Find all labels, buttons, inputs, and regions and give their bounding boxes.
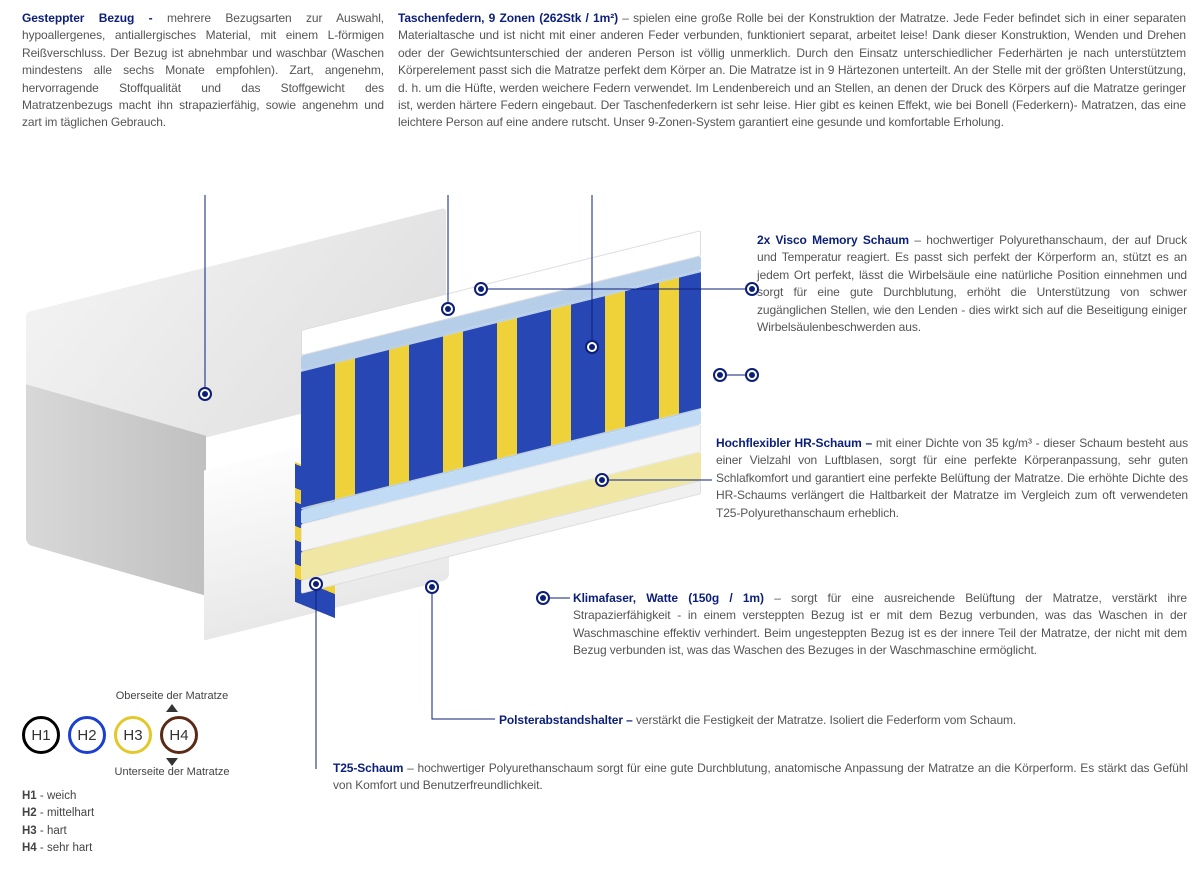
- hr-text: Hochflexibler HR-Schaum – mit einer Dich…: [716, 435, 1188, 522]
- legend-list: H1 - weich H2 - mittelhart H3 - hart H4 …: [22, 788, 322, 857]
- cover-text: Gesteppter Bezug - mehrere Bezugsarten z…: [22, 10, 384, 132]
- visco-title: 2x Visco Memory Schaum: [757, 233, 914, 247]
- marker-visco-line-end: [745, 282, 759, 296]
- t25-title: T25-Schaum: [333, 761, 407, 775]
- marker-klima: [536, 591, 550, 605]
- springs-text: Taschenfedern, 9 Zonen (262Stk / 1m²) – …: [398, 10, 1186, 132]
- legend-top-label: Oberseite der Matratze: [22, 690, 322, 702]
- marker-visco-line-end2: [745, 368, 759, 382]
- marker-polster: [425, 580, 439, 594]
- mattress-cutaway: [261, 270, 731, 610]
- triangle-up-icon: [166, 704, 178, 712]
- polster-body: verstärkt die Festigkeit der Matratze. I…: [636, 713, 1016, 727]
- marker-springs-b: [585, 340, 599, 354]
- polster-title: Polsterabstandshalter –: [499, 713, 636, 727]
- legend-h2-circle: H2: [68, 716, 106, 754]
- triangle-down-icon: [166, 758, 178, 766]
- springs-body: – spielen eine große Rolle bei der Konst…: [398, 11, 1186, 129]
- cover-title: Gesteppter Bezug -: [22, 11, 167, 25]
- marker-hr: [595, 473, 609, 487]
- mattress-illustration: [16, 220, 746, 660]
- marker-cover: [198, 387, 212, 401]
- legend-circles: H1 H2 H3 H4: [22, 716, 322, 754]
- legend-bottom-label: Unterseite der Matratze: [22, 766, 322, 778]
- cover-body: mehrere Bezugsarten zur Auswahl, hypoall…: [22, 11, 384, 129]
- firmness-legend: Oberseite der Matratze H1 H2 H3 H4 Unter…: [22, 690, 322, 857]
- legend-h1-circle: H1: [22, 716, 60, 754]
- legend-h4-circle: H4: [160, 716, 198, 754]
- t25-text: T25-Schaum – hochwertiger Polyurethansch…: [333, 760, 1188, 795]
- marker-springs-a: [441, 302, 455, 316]
- visco-body: – hochwertiger Polyurethanschaum, der au…: [757, 233, 1187, 334]
- marker-visco-b: [713, 368, 727, 382]
- springs-title: Taschenfedern, 9 Zonen (262Stk / 1m²): [398, 11, 622, 25]
- marker-t25: [309, 577, 323, 591]
- marker-visco-a: [474, 282, 488, 296]
- visco-text: 2x Visco Memory Schaum – hochwertiger Po…: [757, 232, 1187, 336]
- polster-text: Polsterabstandshalter – verstärkt die Fe…: [499, 712, 1189, 729]
- t25-body: – hochwertiger Polyurethanschaum sorgt f…: [333, 761, 1188, 792]
- legend-h3-circle: H3: [114, 716, 152, 754]
